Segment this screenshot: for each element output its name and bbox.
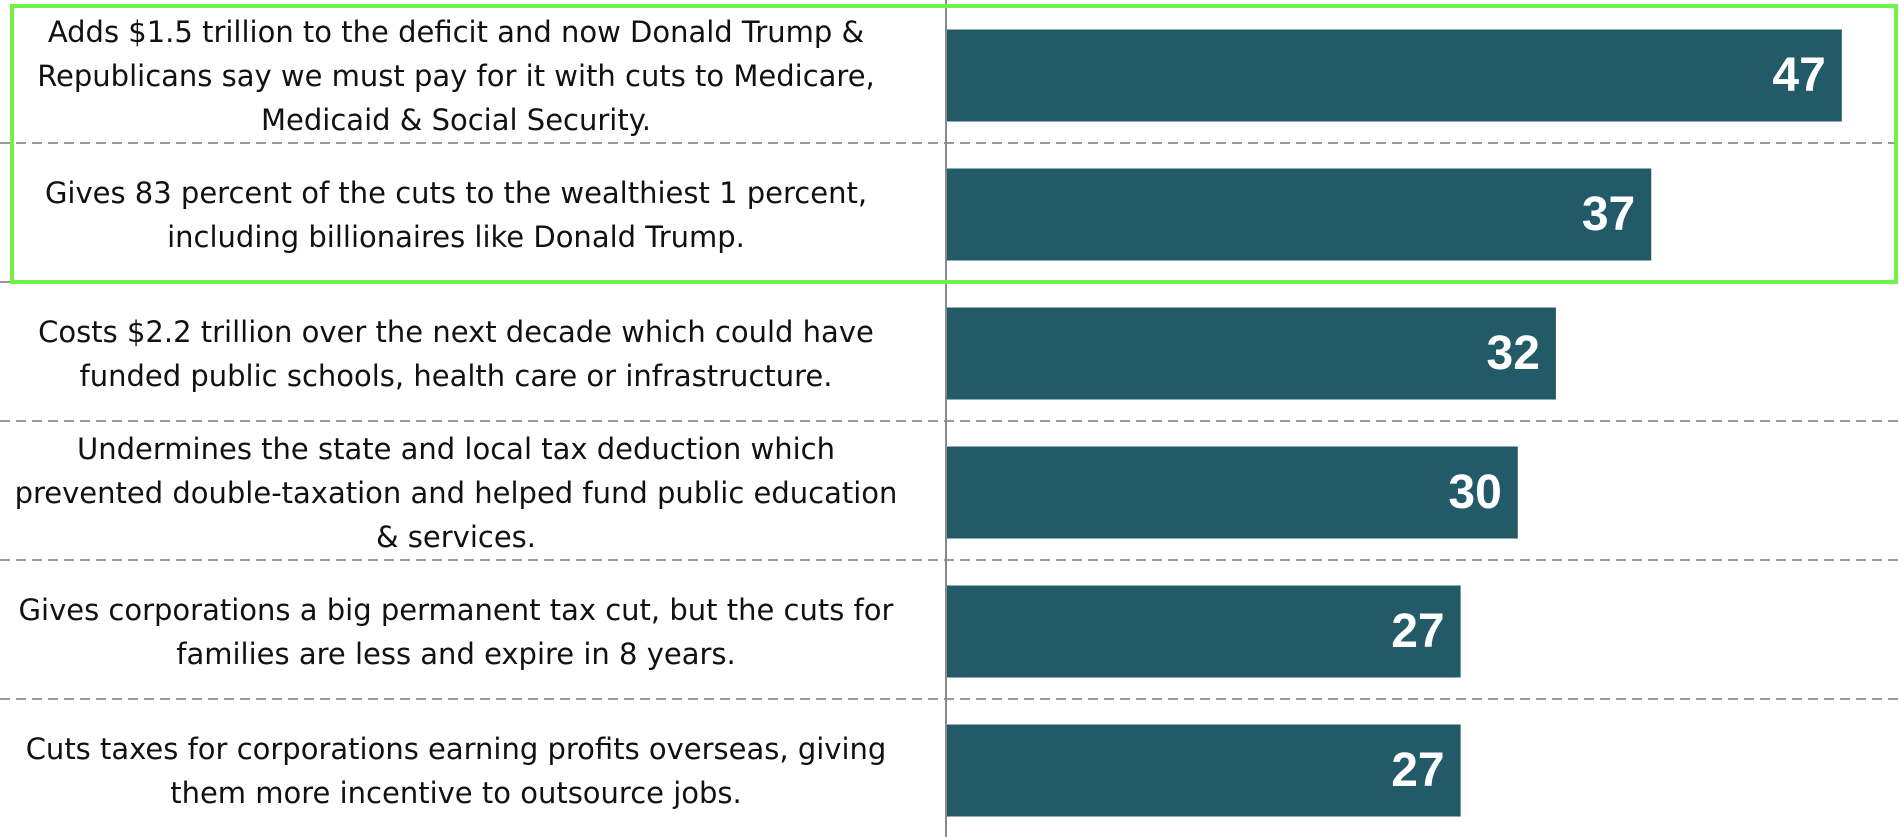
bar (946, 29, 1842, 122)
category-label: Cuts taxes for corporations earning prof… (25, 731, 887, 810)
value-label: 47 (1772, 49, 1825, 102)
value-label: 27 (1391, 605, 1444, 658)
bar (946, 168, 1652, 261)
highlight-box (10, 4, 1898, 284)
value-label: 27 (1391, 744, 1444, 797)
category-label: Gives 83 percent of the cuts to the weal… (44, 175, 868, 254)
category-label: Undermines the state and local tax deduc… (14, 431, 898, 554)
value-label: 30 (1448, 466, 1501, 519)
bar (946, 585, 1461, 678)
bar (946, 446, 1518, 539)
category-label: Costs $2.2 trillion over the next decade… (38, 314, 874, 393)
value-label: 32 (1487, 327, 1540, 380)
value-label: 37 (1582, 188, 1635, 241)
bar (946, 724, 1461, 817)
category-label: Gives corporations a big permanent tax c… (18, 592, 894, 671)
bar (946, 307, 1556, 400)
category-label: Adds $1.5 trillion to the deficit and no… (37, 14, 875, 137)
